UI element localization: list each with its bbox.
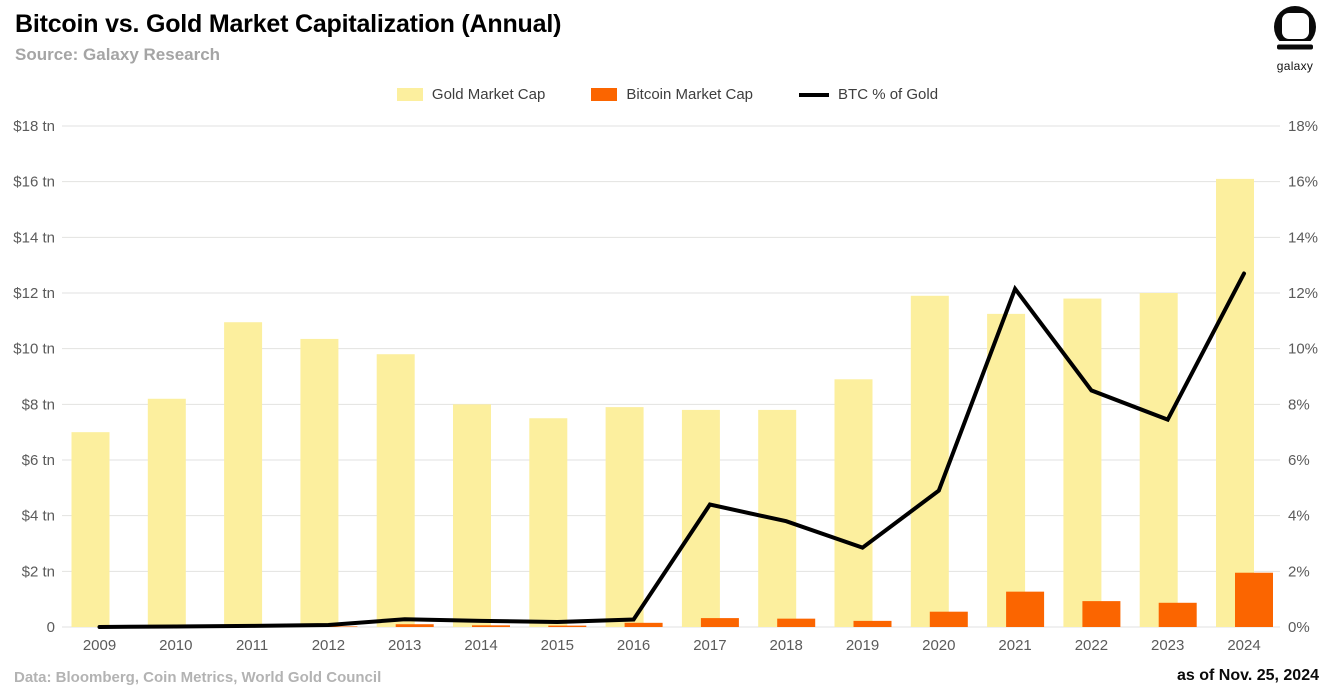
legend-item-bitcoin: Bitcoin Market Cap: [591, 86, 753, 103]
left-axis-tick-label: $10 tn: [13, 341, 55, 358]
bitcoin-legend-swatch: [591, 88, 618, 101]
bitcoin-bar-2015: [548, 625, 587, 627]
x-axis-label-2012: 2012: [312, 637, 345, 654]
bitcoin-bar-2017: [700, 618, 739, 627]
x-axis-label-2009: 2009: [83, 637, 116, 654]
legend-item-btc-pct: BTC % of Gold: [799, 86, 938, 103]
left-axis-tick-label: $2 tn: [22, 563, 55, 580]
chart-canvas: $18 tn 18% $16 tn 16% $14 tn 14% $12 tn 12% $10 …: [13, 118, 1318, 654]
x-axis-label-2013: 2013: [388, 637, 421, 654]
right-axis-tick-label: 14%: [1288, 229, 1318, 246]
bitcoin-bar-2019: [853, 620, 892, 627]
right-axis-tick-label: 6%: [1288, 452, 1310, 469]
bitcoin-bar-2016: [624, 622, 663, 627]
x-axis-label-2020: 2020: [922, 637, 955, 654]
gold-bar-2019: [834, 379, 873, 627]
right-axis-tick-label: 12%: [1288, 285, 1318, 302]
legend-label: Gold Market Cap: [431, 86, 546, 103]
data-sources-note: Data: Bloomberg, Coin Metrics, World Gol…: [14, 669, 382, 686]
galaxy-logo-word: galaxy: [1276, 59, 1314, 73]
left-axis-tick-label: 0: [47, 619, 55, 636]
gold-bar-2013: [376, 354, 415, 627]
x-axis-label-2024: 2024: [1227, 637, 1260, 654]
gold-bar-2012: [300, 338, 339, 627]
left-axis-tick-label: $16 tn: [13, 174, 55, 191]
bitcoin-bar-2022: [1082, 601, 1121, 627]
x-axis-label-2014: 2014: [464, 637, 497, 654]
left-axis-tick-label: $6 tn: [22, 452, 55, 469]
right-axis-tick-label: 8%: [1288, 396, 1310, 413]
gold-bar-2014: [453, 404, 491, 627]
right-axis-tick-label: 18%: [1288, 118, 1318, 135]
x-axis-label-2019: 2019: [846, 637, 879, 654]
bitcoin-bar-2014: [472, 625, 510, 627]
left-axis-tick-label: $8 tn: [22, 396, 55, 413]
bitcoin-bar-2021: [1006, 591, 1045, 627]
gold-legend-swatch: [396, 88, 423, 101]
galaxy-logo-icon: [1271, 6, 1319, 50]
gold-bar-2009: [71, 432, 110, 627]
bitcoin-bar-2018: [777, 618, 816, 627]
left-axis-tick-label: $18 tn: [13, 118, 55, 135]
right-axis-tick-label: 10%: [1288, 341, 1318, 358]
right-axis-tick-label: 2%: [1288, 563, 1310, 580]
gold-bar-2010: [147, 398, 186, 627]
gold-bar-2024: [1216, 178, 1254, 627]
btc-pct-line: [97, 271, 1246, 629]
bitcoin-bar-2023: [1158, 602, 1197, 627]
right-axis-tick-label: 0%: [1288, 619, 1310, 636]
x-axis-label-2023: 2023: [1151, 637, 1184, 654]
legend-item-gold: Gold Market Cap: [396, 86, 546, 103]
x-axis-label-2015: 2015: [541, 637, 574, 654]
right-axis-tick-label: 16%: [1288, 174, 1318, 191]
galaxy-logo: galaxy: [1269, 5, 1321, 73]
bitcoin-bar-2020: [929, 611, 968, 627]
left-axis-tick-label: $4 tn: [22, 508, 55, 525]
x-axis-label-2018: 2018: [770, 637, 803, 654]
gold-bar-2020: [910, 295, 949, 627]
bitcoin-bar-2024: [1235, 572, 1273, 627]
x-axis-label-2016: 2016: [617, 637, 650, 654]
legend-label: Bitcoin Market Cap: [626, 86, 754, 103]
gold-bar-2023: [1139, 293, 1178, 627]
left-axis-tick-label: $12 tn: [13, 285, 55, 302]
page-title: Bitcoin vs. Gold Market Capitalization (…: [15, 10, 562, 38]
gold-bar-2022: [1063, 298, 1102, 627]
bitcoin-bar-2012: [319, 626, 358, 627]
x-axis-label-2017: 2017: [693, 637, 726, 654]
x-axis-label-2011: 2011: [236, 637, 268, 654]
btc-pct-legend-line: [799, 92, 830, 97]
as-of-date: as of Nov. 25, 2024: [1177, 667, 1319, 684]
x-axis-label-2010: 2010: [159, 637, 192, 654]
gold-bar-2016: [605, 407, 644, 627]
gold-bar-2021: [987, 313, 1026, 627]
page-subtitle: Source: Galaxy Research: [15, 45, 221, 64]
gold-bar-2011: [224, 322, 263, 627]
left-axis-tick-label: $14 tn: [13, 229, 55, 246]
x-axis-label-2021: 2021: [998, 637, 1031, 654]
right-axis-tick-label: 4%: [1288, 508, 1310, 525]
chart-legend: Gold Market Cap Bitcoin Market Cap BTC %…: [0, 86, 1335, 103]
chart-area: $18 tn 18% $16 tn 16% $14 tn 14% $12 tn 12% $10 …: [0, 110, 1335, 666]
legend-label: BTC % of Gold: [838, 86, 939, 103]
x-axis-label-2022: 2022: [1075, 637, 1108, 654]
gold-bar-2015: [529, 418, 568, 627]
bitcoin-bar-2013: [395, 624, 434, 627]
